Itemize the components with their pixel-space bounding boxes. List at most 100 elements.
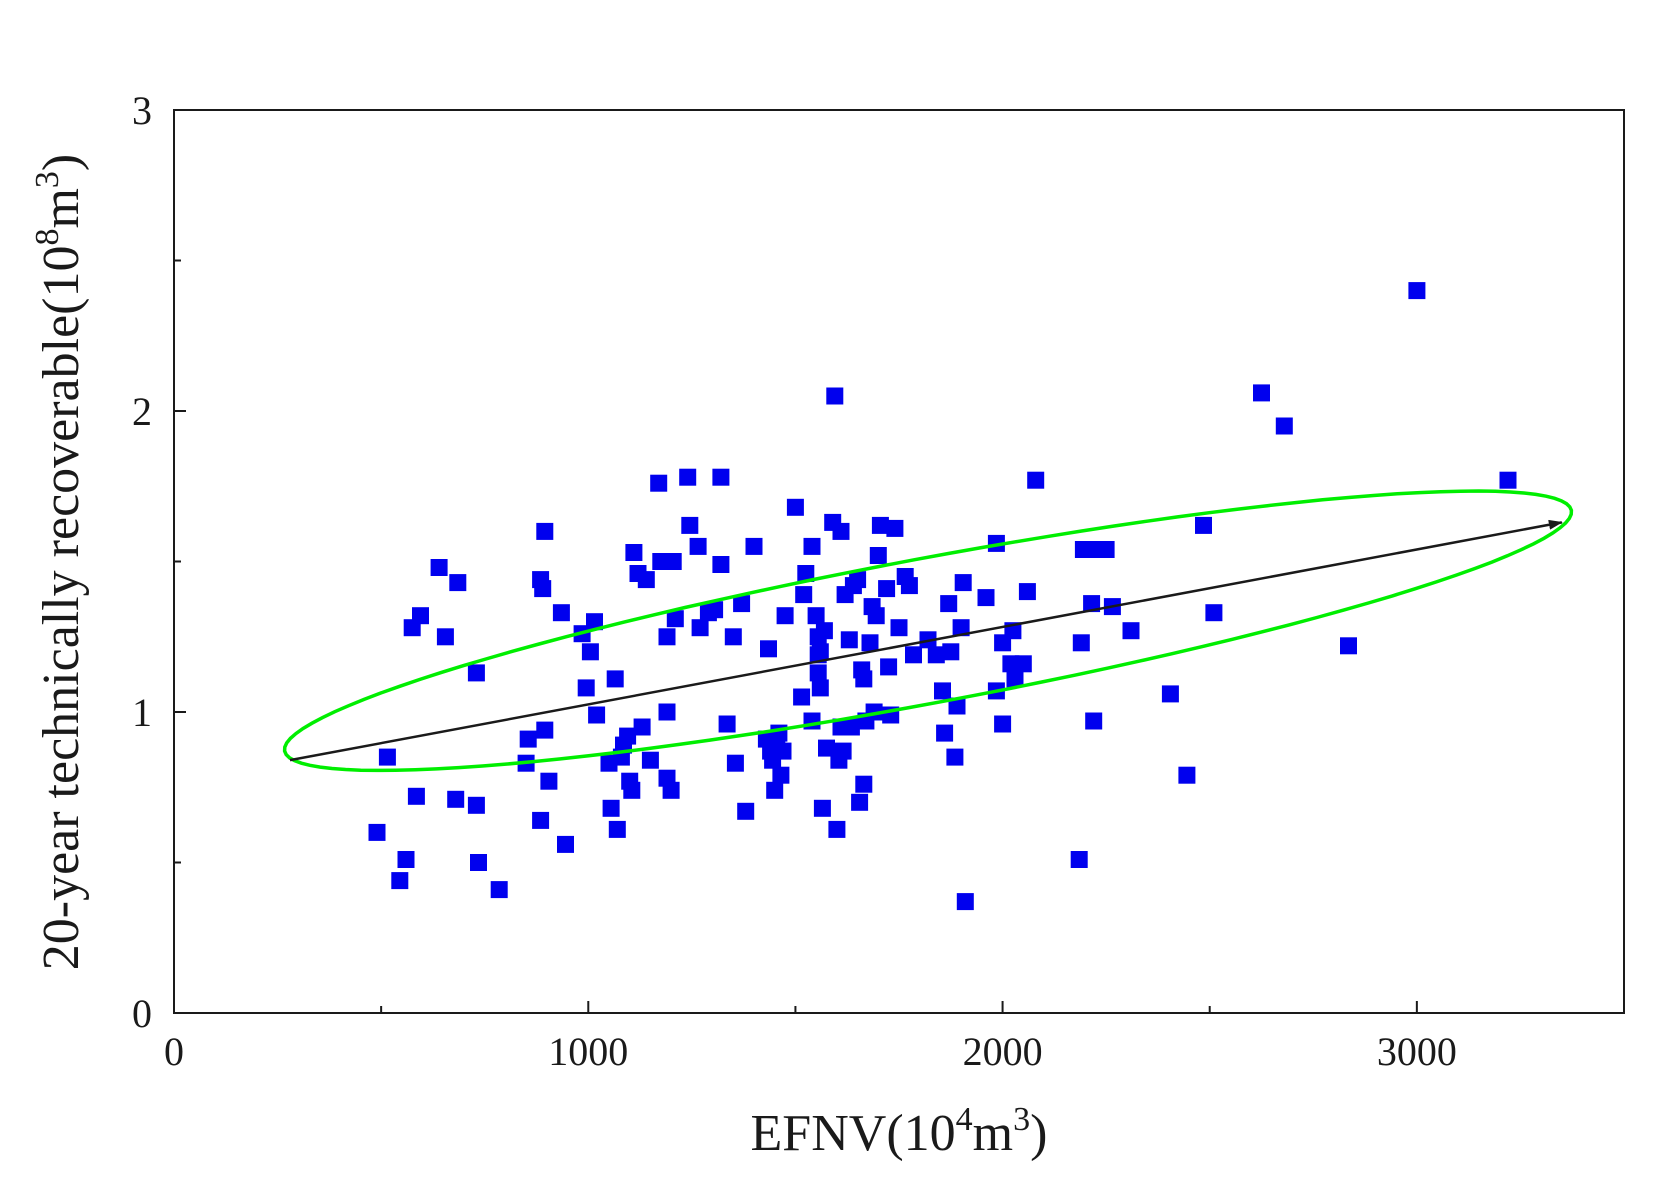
cluster-ellipse — [282, 489, 1574, 773]
data-point — [855, 670, 873, 688]
y-tick-label: 3 — [132, 88, 152, 133]
x-tick-label: 1000 — [548, 1029, 628, 1074]
data-point — [726, 754, 744, 772]
data-point — [934, 682, 951, 700]
data-point — [994, 715, 1012, 733]
data-point — [650, 474, 668, 492]
data-point — [467, 664, 485, 682]
data-point — [407, 787, 425, 805]
data-point — [1195, 516, 1212, 534]
data-point — [1027, 471, 1045, 489]
data-point — [886, 519, 904, 537]
data-point — [809, 664, 827, 682]
data-point — [1072, 634, 1090, 652]
data-point — [1006, 670, 1024, 688]
data-point — [946, 748, 964, 766]
data-point — [1205, 604, 1223, 622]
data-point — [793, 688, 811, 706]
y-tick-label: 1 — [132, 690, 152, 735]
data-point — [679, 468, 697, 486]
data-point — [940, 595, 958, 613]
data-point — [936, 724, 954, 742]
data-point — [637, 571, 655, 589]
data-point — [706, 601, 724, 619]
trend-arrow — [289, 519, 1563, 762]
data-point — [712, 468, 730, 486]
data-point — [954, 574, 972, 592]
data-point — [797, 565, 815, 582]
data-point — [391, 872, 409, 890]
data-point — [447, 790, 465, 808]
data-point — [412, 607, 429, 625]
data-point — [834, 742, 852, 760]
data-point — [430, 559, 448, 576]
data-point — [666, 610, 684, 628]
data-point — [786, 498, 804, 516]
data-point — [378, 748, 396, 766]
data-point — [813, 799, 831, 817]
data-point — [1178, 766, 1196, 784]
data-point — [623, 781, 641, 799]
x-tick-label: 3000 — [1377, 1029, 1457, 1074]
data-point — [532, 811, 550, 829]
y-tick-label: 2 — [132, 389, 152, 434]
data-point — [557, 835, 574, 853]
data-point — [536, 721, 554, 739]
data-point — [470, 854, 487, 871]
data-point — [1340, 637, 1357, 655]
y-axis-title: 20-year technically recoverable(108m3) — [29, 154, 90, 970]
data-point — [832, 522, 850, 540]
data-point — [948, 697, 966, 715]
data-point — [552, 604, 570, 622]
data-point — [490, 881, 508, 899]
data-point — [625, 544, 643, 561]
data-point — [540, 772, 558, 790]
data-point — [869, 547, 887, 564]
data-point — [807, 607, 825, 625]
data-point — [890, 619, 908, 637]
data-point — [449, 574, 467, 592]
data-point — [397, 851, 415, 868]
data-point — [436, 628, 454, 646]
data-point — [467, 796, 485, 814]
data-point — [606, 670, 624, 688]
data-point — [861, 634, 879, 652]
data-point — [602, 799, 620, 817]
data-point — [952, 619, 970, 637]
data-point — [1070, 851, 1088, 868]
data-point — [1083, 595, 1101, 613]
data-point — [871, 516, 889, 534]
data-point — [368, 823, 386, 841]
data-point — [880, 658, 898, 676]
data-point — [826, 387, 844, 405]
data-point — [536, 522, 554, 540]
data-point — [737, 802, 755, 820]
data-point — [581, 643, 599, 661]
data-point — [712, 556, 730, 573]
axis-ticks: 0 1000 2000 3000 0 1 2 3 — [132, 88, 1457, 1074]
data-point — [662, 781, 680, 799]
data-point — [772, 766, 790, 784]
data-point — [1097, 541, 1115, 558]
data-point — [718, 715, 736, 733]
data-point — [1161, 685, 1179, 703]
x-tick-label: 0 — [164, 1029, 184, 1074]
data-point — [534, 580, 552, 598]
data-point — [900, 577, 918, 595]
data-point — [811, 679, 829, 697]
data-point — [905, 646, 922, 664]
data-point — [586, 613, 603, 631]
data-point — [828, 820, 846, 838]
data-point — [956, 893, 974, 911]
data-point — [795, 586, 813, 604]
data-point — [1085, 712, 1103, 730]
data-point — [1408, 282, 1426, 300]
data-point — [658, 703, 676, 721]
data-point — [840, 631, 858, 649]
data-point — [664, 553, 682, 570]
data-point — [766, 781, 784, 799]
data-point — [760, 640, 777, 658]
data-point — [942, 643, 960, 661]
data-point — [1499, 471, 1517, 489]
data-point — [633, 718, 651, 736]
